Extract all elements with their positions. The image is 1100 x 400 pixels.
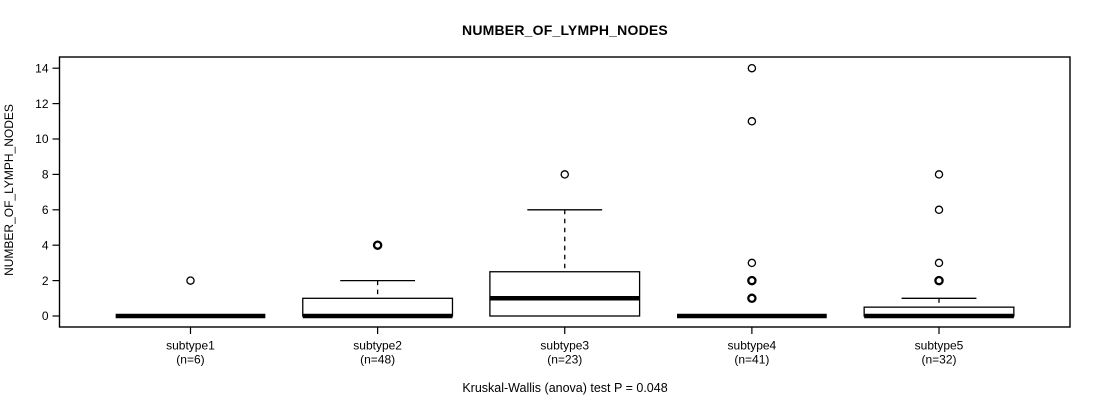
y-tick-label: 4 <box>42 238 49 252</box>
category-label: subtype2 <box>353 339 402 353</box>
boxplot-group-subtype1: subtype1(n=6) <box>115 276 266 367</box>
n-count-label: (n=23) <box>547 353 582 367</box>
outlier-point <box>747 275 757 286</box>
outlier-point <box>934 170 944 179</box>
outlier-point <box>747 63 757 73</box>
y-tick-label: 2 <box>42 274 49 288</box>
y-tick-label: 0 <box>42 309 49 323</box>
boxplot-group-subtype2: subtype2(n=48) <box>302 240 454 367</box>
y-tick-label: 12 <box>35 97 49 111</box>
category-label: subtype4 <box>728 339 777 353</box>
category-label: subtype3 <box>540 339 589 353</box>
boxplot-group-subtype3: subtype3(n=23) <box>489 170 641 367</box>
y-tick-label: 6 <box>42 203 49 217</box>
n-count-label: (n=48) <box>360 353 395 367</box>
category-label: subtype5 <box>915 339 964 353</box>
y-tick-label: 8 <box>42 168 49 182</box>
iqr-box <box>302 297 454 317</box>
outlier-point <box>934 275 944 286</box>
y-tick-label: 10 <box>35 132 49 146</box>
outlier-point <box>934 258 944 268</box>
chart-title: NUMBER_OF_LYMPH_NODES <box>462 22 668 38</box>
outlier-point <box>747 258 757 268</box>
n-count-label: (n=6) <box>176 353 204 367</box>
boxplot-group-subtype5: subtype5(n=32) <box>863 170 1015 367</box>
boxplot-group-subtype4: subtype4(n=41) <box>677 63 827 367</box>
y-tick-label: 14 <box>35 61 49 75</box>
outlier-point <box>560 170 570 179</box>
outlier-point <box>372 240 383 250</box>
iqr-box <box>489 271 641 317</box>
outlier-point <box>186 276 195 285</box>
outlier-point <box>934 205 944 215</box>
n-count-label: (n=41) <box>734 353 769 367</box>
outlier-point <box>747 117 757 126</box>
outlier-point <box>747 293 757 304</box>
category-label: subtype1 <box>166 339 215 353</box>
n-count-label: (n=32) <box>921 353 956 367</box>
stat-test-label: Kruskal-Wallis (anova) test P = 0.048 <box>462 381 668 395</box>
